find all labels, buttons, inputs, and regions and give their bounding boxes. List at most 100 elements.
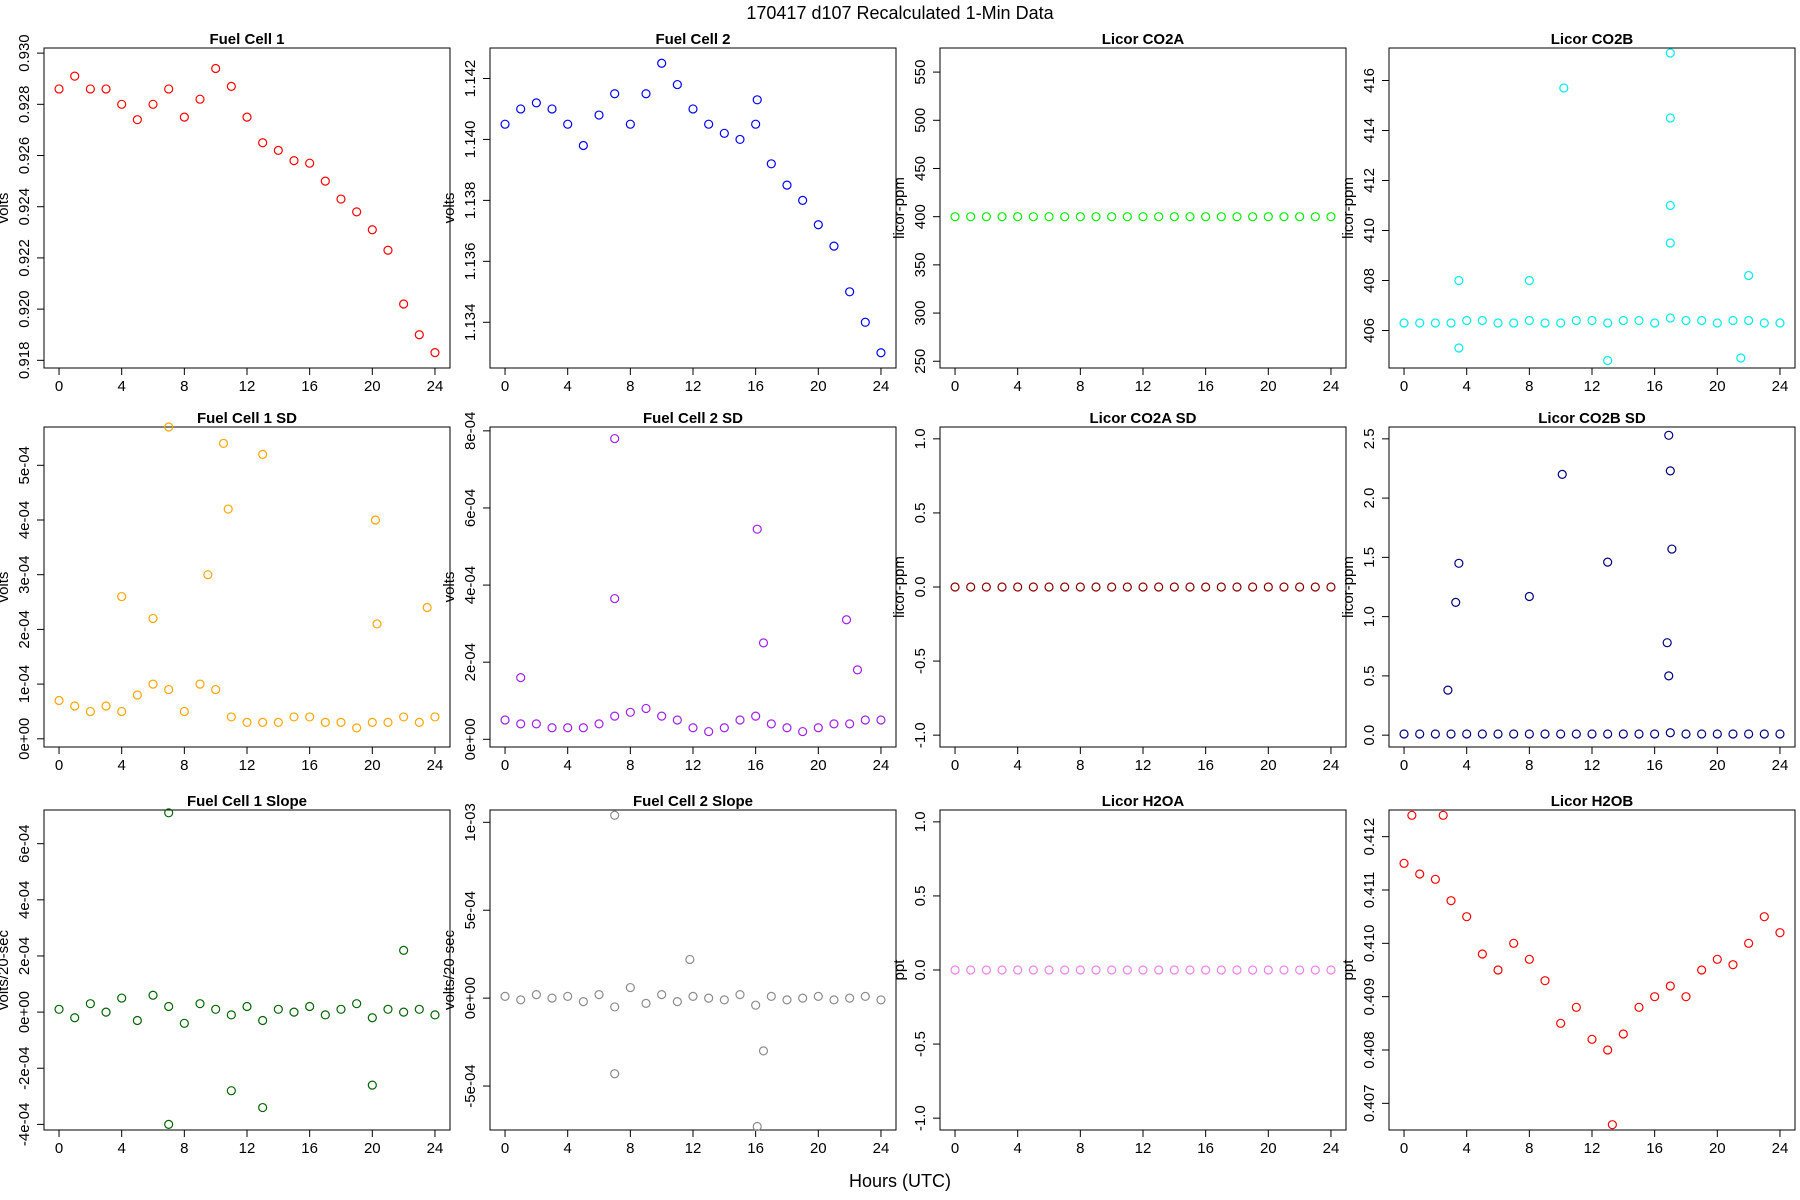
point: [1216, 212, 1226, 222]
point: [1169, 582, 1179, 592]
point: [500, 991, 510, 1001]
point: [1060, 212, 1070, 222]
point: [1454, 343, 1464, 353]
point: [101, 1007, 111, 1017]
point: [860, 715, 870, 725]
point: [798, 993, 808, 1003]
y-tick-label: 0.410: [1361, 925, 1378, 963]
point: [1524, 954, 1534, 964]
x-tick-label: 8: [1076, 378, 1084, 395]
point: [500, 715, 510, 725]
x-tick-label: 24: [1323, 1140, 1340, 1157]
x-tick-label: 4: [118, 1140, 126, 1157]
point: [1044, 582, 1054, 592]
point: [752, 95, 762, 105]
point: [1664, 430, 1674, 440]
point: [1697, 729, 1707, 739]
point: [981, 965, 991, 975]
point: [752, 524, 762, 534]
point: [1665, 238, 1675, 248]
point: [672, 997, 682, 1007]
point: [367, 1080, 377, 1090]
x-tick-label: 8: [1525, 757, 1533, 774]
point: [625, 119, 635, 129]
point: [1446, 729, 1456, 739]
x-tick-label: 20: [810, 757, 827, 774]
point: [758, 1046, 769, 1056]
point: [1122, 965, 1132, 975]
y-tick-label: 350: [912, 252, 929, 277]
x-axis-label: Hours (UTC): [849, 1171, 951, 1191]
panel-title: Fuel Cell 2 SD: [643, 410, 743, 427]
point: [1122, 582, 1132, 592]
point: [758, 638, 769, 648]
panel-title: Fuel Cell 1 SD: [197, 410, 297, 427]
point: [1650, 318, 1660, 328]
point: [336, 1004, 346, 1014]
y-axis-label: ppt: [891, 959, 908, 981]
point: [1607, 1120, 1617, 1130]
point: [1744, 270, 1754, 281]
x-tick-label: 20: [364, 378, 381, 395]
point: [179, 706, 189, 717]
point: [1107, 965, 1117, 975]
point: [1028, 965, 1038, 975]
point: [1263, 582, 1273, 592]
y-tick-label: 1.138: [462, 182, 479, 220]
point: [719, 995, 729, 1005]
x-tick-label: 0: [501, 1140, 509, 1157]
point: [641, 703, 651, 714]
point: [578, 723, 588, 733]
x-tick-label: 0: [951, 378, 959, 395]
point: [1736, 353, 1746, 363]
point: [798, 195, 808, 205]
point: [672, 79, 682, 90]
y-tick-label: 6e-04: [462, 489, 479, 527]
point: [218, 438, 229, 449]
point: [1295, 582, 1305, 592]
point: [1587, 315, 1597, 326]
point: [273, 717, 283, 727]
x-tick-label: 16: [747, 757, 764, 774]
point: [1399, 729, 1409, 739]
point: [1665, 313, 1675, 323]
point: [414, 1004, 424, 1014]
point: [1618, 1029, 1628, 1039]
point: [1556, 729, 1566, 739]
point: [1107, 212, 1117, 222]
y-tick-label: 1.0: [1361, 606, 1378, 627]
y-tick-label: 5e-04: [462, 891, 479, 929]
point: [1775, 729, 1785, 739]
point: [798, 726, 808, 737]
point: [1013, 212, 1023, 222]
y-axis-label: licor-ppm: [1340, 556, 1357, 618]
y-tick-label: 1.140: [462, 121, 479, 159]
point: [1650, 729, 1660, 739]
y-axis-label: licor-ppm: [891, 556, 908, 618]
y-tick-label: 0.411: [1361, 872, 1378, 908]
point: [1509, 318, 1519, 328]
point: [1634, 1002, 1644, 1012]
point: [226, 1010, 236, 1020]
y-tick-label: 1.134: [462, 304, 479, 342]
point: [399, 945, 409, 955]
point: [1216, 582, 1226, 592]
y-tick-label: 0.5: [912, 885, 929, 906]
x-tick-label: 20: [364, 1140, 381, 1157]
point: [751, 119, 761, 129]
y-tick-label: 0.0: [912, 960, 929, 981]
point: [1712, 729, 1722, 739]
point: [1650, 992, 1660, 1002]
point: [1216, 965, 1226, 975]
point: [85, 84, 95, 94]
point: [117, 591, 127, 602]
point: [563, 991, 573, 1001]
point: [950, 965, 960, 975]
x-tick-label: 12: [1135, 757, 1152, 774]
point: [1571, 1002, 1581, 1012]
point: [164, 84, 174, 94]
point: [1634, 315, 1644, 326]
point: [1681, 729, 1691, 739]
x-tick-label: 4: [1014, 1140, 1022, 1157]
